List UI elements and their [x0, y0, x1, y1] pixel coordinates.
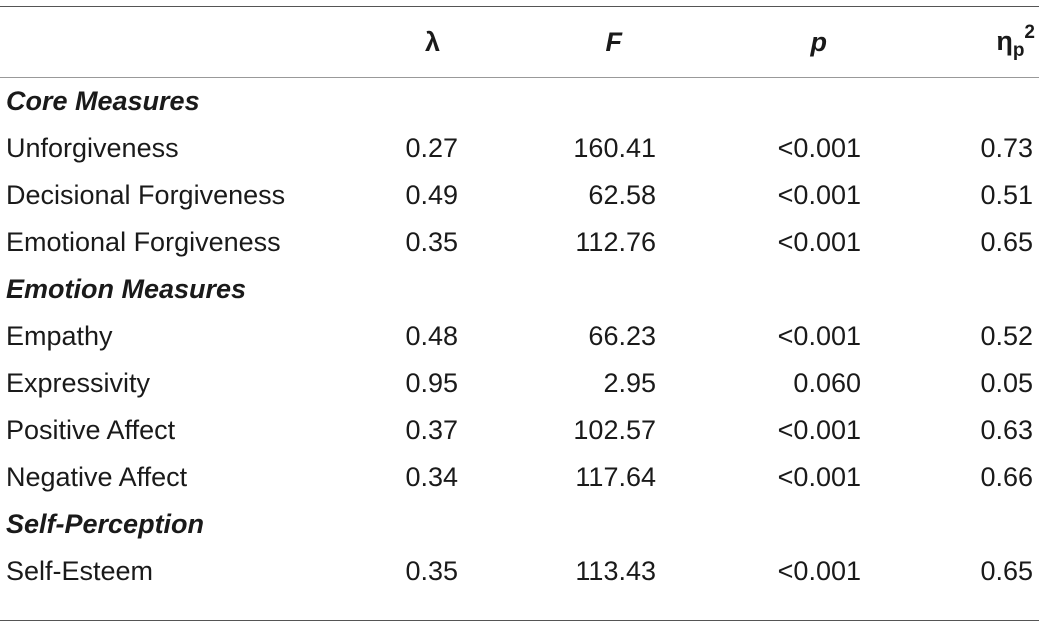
table-row: Negative Affect 0.34 117.64 <0.001 0.66 — [0, 454, 1039, 501]
header-row: λ F p ηp2 — [0, 7, 1039, 78]
section-title: Core Measures — [6, 86, 200, 116]
row-label: Unforgiveness — [6, 133, 179, 163]
lambda-value: 0.37 — [405, 415, 458, 445]
p-value: <0.001 — [777, 321, 861, 351]
lambda-value: 0.34 — [405, 462, 458, 492]
lambda-value: 0.49 — [405, 180, 458, 210]
row-label: Expressivity — [6, 368, 151, 398]
table-row: Positive Affect 0.37 102.57 <0.001 0.63 — [0, 407, 1039, 454]
top-rule — [0, 6, 1039, 7]
lambda-value: 0.35 — [405, 556, 458, 586]
bottom-rule — [0, 620, 1039, 621]
header-f: F — [605, 26, 623, 57]
f-value: 160.41 — [573, 133, 656, 163]
row-label: Negative Affect — [6, 462, 188, 492]
table-row: Empathy 0.48 66.23 <0.001 0.52 — [0, 313, 1039, 360]
f-value: 112.76 — [575, 227, 656, 257]
section-title: Emotion Measures — [6, 274, 247, 304]
header-lambda: λ — [424, 26, 440, 57]
header-eta-squared: ηp2 — [865, 7, 1039, 78]
lambda-value: 0.27 — [405, 133, 458, 163]
p-value: <0.001 — [777, 415, 861, 445]
row-label: Emotional Forgiveness — [6, 227, 281, 257]
header-label — [0, 7, 370, 78]
f-value: 2.95 — [603, 368, 656, 398]
f-value: 62.58 — [588, 180, 656, 210]
eta-value: 0.65 — [980, 556, 1033, 586]
f-value: 113.43 — [575, 556, 656, 586]
table-row: Unforgiveness 0.27 160.41 <0.001 0.73 — [0, 125, 1039, 172]
lambda-value: 0.95 — [405, 368, 458, 398]
eta-value: 0.66 — [980, 462, 1033, 492]
eta-symbol: η — [996, 26, 1013, 56]
p-value: <0.001 — [777, 227, 861, 257]
row-label: Decisional Forgiveness — [6, 180, 286, 210]
results-table: λ F p ηp2 Core Measures Unforgiveness 0.… — [0, 7, 1039, 595]
header-p: p — [810, 26, 828, 57]
eta-value: 0.52 — [980, 321, 1033, 351]
eta-value: 0.63 — [980, 415, 1033, 445]
table-body: Core Measures Unforgiveness 0.27 160.41 … — [0, 78, 1039, 596]
f-value: 117.64 — [575, 462, 656, 492]
row-label: Empathy — [6, 321, 113, 351]
p-value: 0.060 — [793, 368, 861, 398]
f-value: 102.57 — [573, 415, 656, 445]
section-row: Emotion Measures — [0, 266, 1039, 313]
p-value: <0.001 — [777, 556, 861, 586]
eta-subscript: p — [1012, 40, 1025, 61]
table-row: Decisional Forgiveness 0.49 62.58 <0.001… — [0, 172, 1039, 219]
p-value: <0.001 — [777, 133, 861, 163]
lambda-value: 0.35 — [405, 227, 458, 257]
eta-value: 0.05 — [980, 368, 1033, 398]
f-value: 66.23 — [588, 321, 656, 351]
section-row: Core Measures — [0, 78, 1039, 126]
eta-value: 0.51 — [980, 180, 1033, 210]
table-row: Emotional Forgiveness 0.35 112.76 <0.001… — [0, 219, 1039, 266]
eta-superscript: 2 — [1024, 22, 1035, 43]
table-row: Self-Esteem 0.35 113.43 <0.001 0.65 — [0, 548, 1039, 595]
lambda-value: 0.48 — [405, 321, 458, 351]
p-value: <0.001 — [777, 180, 861, 210]
row-label: Self-Esteem — [6, 556, 154, 586]
eta-value: 0.65 — [980, 227, 1033, 257]
section-row: Self-Perception — [0, 501, 1039, 548]
row-label: Positive Affect — [6, 415, 176, 445]
eta-value: 0.73 — [980, 133, 1033, 163]
table-row: Expressivity 0.95 2.95 0.060 0.05 — [0, 360, 1039, 407]
p-value: <0.001 — [777, 462, 861, 492]
results-table-container: λ F p ηp2 Core Measures Unforgiveness 0.… — [0, 6, 1039, 595]
section-title: Self-Perception — [6, 509, 205, 539]
